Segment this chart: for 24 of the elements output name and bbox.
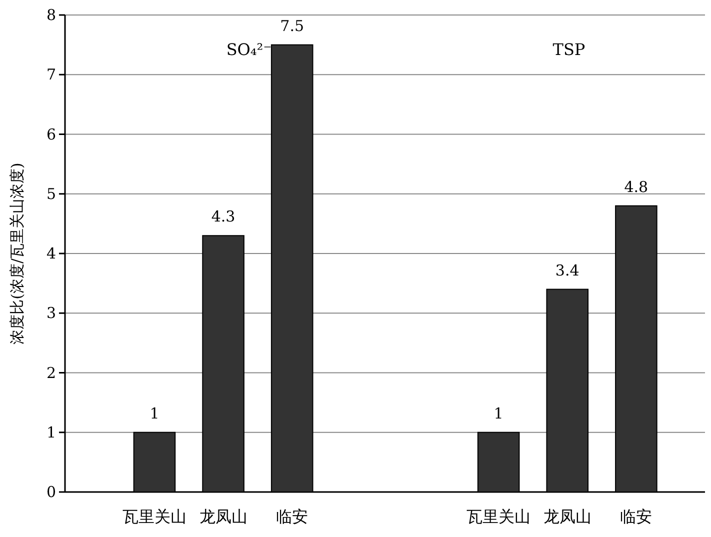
x-tick-label: 龙凤山 [199, 507, 248, 526]
y-tick-label: 0 [46, 483, 56, 501]
data-label: 3.4 [555, 261, 580, 280]
data-label: 4.8 [624, 178, 648, 196]
x-tick-label: 临安 [276, 507, 308, 526]
x-tick-label: 龙凤山 [543, 507, 592, 526]
x-tick-label: 瓦里关山 [122, 507, 186, 526]
y-tick-label: 7 [46, 66, 56, 84]
y-tick-label: 4 [46, 244, 56, 262]
y-tick-label: 3 [46, 304, 56, 322]
y-tick-label: 5 [46, 184, 56, 203]
y-axis-title: 浓度比(浓度/瓦里关山浓度) [8, 162, 26, 344]
data-label: 4.3 [211, 208, 236, 226]
annotation: SO₄²⁻ [226, 40, 272, 59]
data-label: 1 [494, 404, 504, 422]
y-tick-label: 1 [46, 423, 56, 442]
x-tick-label: 瓦里关山 [466, 507, 531, 526]
data-label: 1 [150, 404, 160, 422]
x-tick-label: 临安 [620, 507, 652, 526]
y-tick-label: 8 [46, 6, 56, 24]
y-tick-label: 2 [46, 364, 56, 382]
y-tick-label: 6 [46, 125, 56, 144]
data-label: 7.5 [280, 16, 304, 35]
annotation: TSP [552, 40, 586, 59]
